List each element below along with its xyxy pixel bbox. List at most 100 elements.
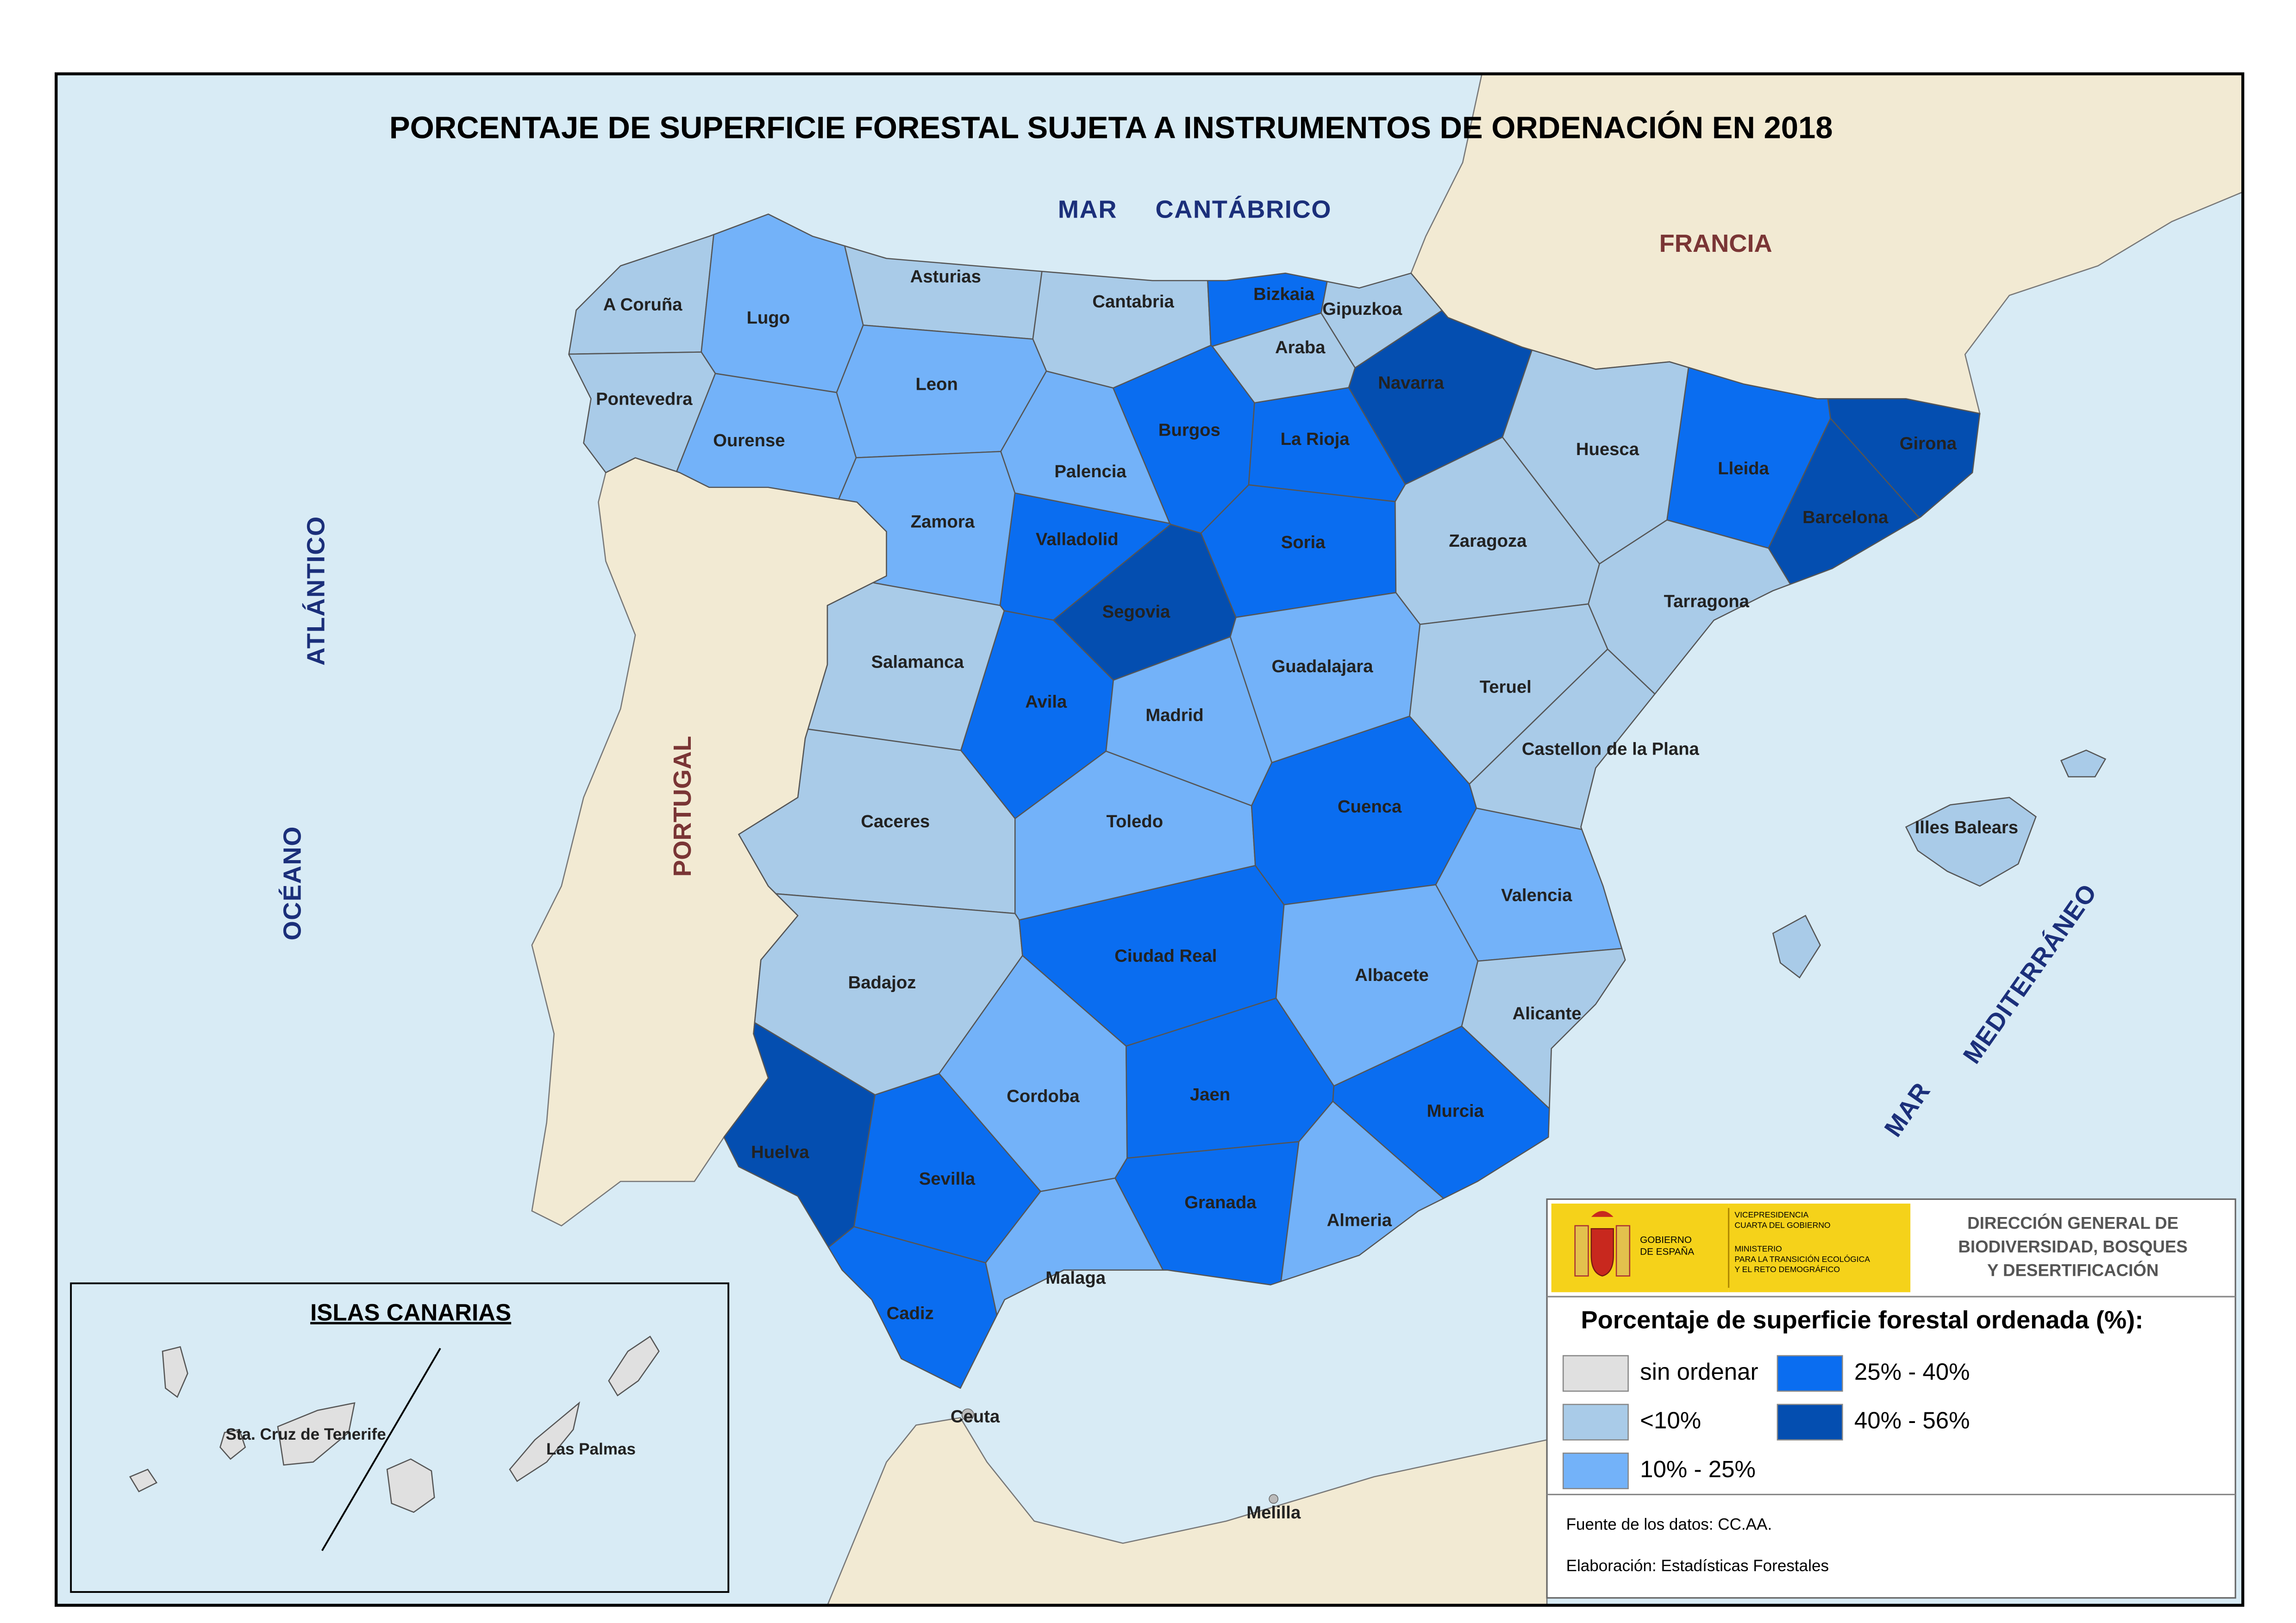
province-label: Ciudad Real (1114, 946, 1217, 966)
province (1905, 797, 2037, 887)
province-label: Salamanca (871, 652, 964, 672)
island (129, 1468, 158, 1492)
province-label: Bizkaia (1253, 284, 1315, 304)
provinces (568, 213, 2107, 1389)
province-label: Girona (1900, 433, 1957, 453)
logo-line: CUARTA DEL GOBIERNO (1734, 1220, 1830, 1230)
province-label: Cordoba (1007, 1086, 1080, 1106)
logo-line: VICEPRESIDENCIA (1734, 1210, 1808, 1219)
legend-label: 10% - 25% (1640, 1456, 1756, 1482)
logo-line: DE ESPAÑA (1640, 1246, 1694, 1257)
province-label: Pontevedra (596, 389, 693, 409)
legend-label: 25% - 40% (1854, 1358, 1970, 1385)
legend-swatch (1777, 1404, 1843, 1441)
province-label: Valladolid (1036, 530, 1119, 549)
province-label: Zamora (911, 512, 975, 531)
province (1280, 1100, 1444, 1282)
province-label: Teruel (1480, 677, 1532, 697)
province-label: Valencia (1501, 886, 1572, 905)
province-label: A Coruña (603, 294, 683, 314)
legend-swatch (1777, 1355, 1843, 1392)
province-label: Burgos (1158, 420, 1220, 440)
map-frame (55, 72, 2245, 1607)
province-label: Avila (1025, 692, 1067, 712)
province-label: Barcelona (1802, 507, 1889, 527)
province-label: Malaga (1045, 1268, 1106, 1288)
sea-label: OCÉANO (278, 826, 306, 941)
province-label: Soria (1281, 532, 1326, 552)
legend-label: 40% - 56% (1854, 1407, 1970, 1434)
country-label: PORTUGAL (669, 736, 696, 877)
sea-label: CANTÁBRICO (1155, 196, 1332, 224)
island (509, 1401, 580, 1482)
province-label: Caceres (861, 812, 930, 831)
province-label: Segovia (1102, 602, 1170, 622)
pillar (1574, 1225, 1589, 1277)
island (162, 1346, 188, 1398)
sea-label: ATLÁNTICO (302, 516, 330, 666)
province-label: Gipuzkoa (1322, 299, 1402, 319)
island (386, 1458, 435, 1513)
sea-label: MAR (1058, 196, 1117, 224)
province-label: Cuenca (1338, 797, 1402, 817)
logo-line: Y DESERTIFICACIÓN (1987, 1260, 2158, 1280)
africa (826, 1417, 1548, 1606)
province-label: Leon (915, 375, 957, 394)
island (277, 1402, 356, 1466)
legend-swatch (1562, 1452, 1629, 1489)
province-label: Araba (1275, 337, 1326, 357)
province-label: Almeria (1327, 1210, 1392, 1230)
province-label: Jaen (1190, 1085, 1230, 1105)
logo-line: GOBIERNO (1640, 1235, 1692, 1245)
province (828, 1226, 998, 1389)
province-labels: A Coruña Lugo Asturias Cantabria Bizkaia Gipu… (596, 267, 2018, 1323)
province-label: Asturias (910, 267, 981, 287)
province (1772, 915, 1821, 979)
logo-line: Y EL RETO DEMOGRÁFICO (1734, 1265, 1840, 1274)
province-label: Granada (1184, 1192, 1257, 1212)
province-label: Madrid (1145, 705, 1203, 725)
province-label: Guadalajara (1271, 656, 1373, 676)
province-label: Ourense (713, 431, 785, 450)
logo-ministerio (1728, 1203, 1911, 1292)
map-title: PORCENTAJE DE SUPERFICIE FORESTAL SUJETA… (389, 110, 1833, 145)
province-label: Palencia (1054, 462, 1126, 481)
ceuta (961, 1408, 974, 1421)
legend-swatch (1562, 1355, 1629, 1392)
province-label: Lleida (1718, 459, 1769, 479)
coat-of-arms (1574, 1211, 1631, 1277)
logo-line: MINISTERIO (1734, 1244, 1782, 1254)
legend: sin ordenar <10% 10% - 25% 25% - 40% 40% - 5… (1562, 1355, 1970, 1489)
legend-swatch (1562, 1404, 1629, 1441)
province-label: Alicante (1513, 1004, 1582, 1024)
province-label: Huelva (751, 1142, 809, 1162)
province-label: Tarragona (1664, 592, 1750, 612)
canary-islands: Sta. Cruz de Tenerife Las Palmas (129, 1336, 660, 1513)
legend-label: <10% (1640, 1407, 1701, 1434)
province-label: Las Palmas (546, 1440, 636, 1458)
province-label: Navarra (1378, 373, 1444, 393)
legend-label: sin ordenar (1640, 1358, 1758, 1385)
pillar (1615, 1225, 1631, 1277)
logo-line: BIODIVERSIDAD, BOSQUES (1958, 1237, 2187, 1256)
source-text: Elaboración: Estadísticas Forestales (1566, 1557, 1829, 1575)
island (608, 1336, 660, 1397)
province (2060, 749, 2107, 778)
city-label: Melilla (1246, 1503, 1301, 1523)
province-label: Toledo (1106, 812, 1163, 831)
city-label: Ceuta (951, 1407, 1000, 1427)
province-label: Cadiz (887, 1303, 934, 1323)
island (219, 1429, 246, 1460)
country-label: FRANCIA (1659, 230, 1772, 257)
province-label: Albacete (1355, 965, 1429, 985)
legend-title: Porcentaje de superficie forestal ordena… (1581, 1306, 2143, 1334)
province-label: Cantabria (1092, 292, 1174, 312)
inset-frame (70, 1282, 730, 1593)
province-label: Lugo (747, 308, 790, 328)
province-label: La Rioja (1281, 429, 1350, 449)
province (568, 351, 716, 474)
province (1461, 948, 1626, 1110)
province-label: Badajoz (848, 973, 916, 993)
